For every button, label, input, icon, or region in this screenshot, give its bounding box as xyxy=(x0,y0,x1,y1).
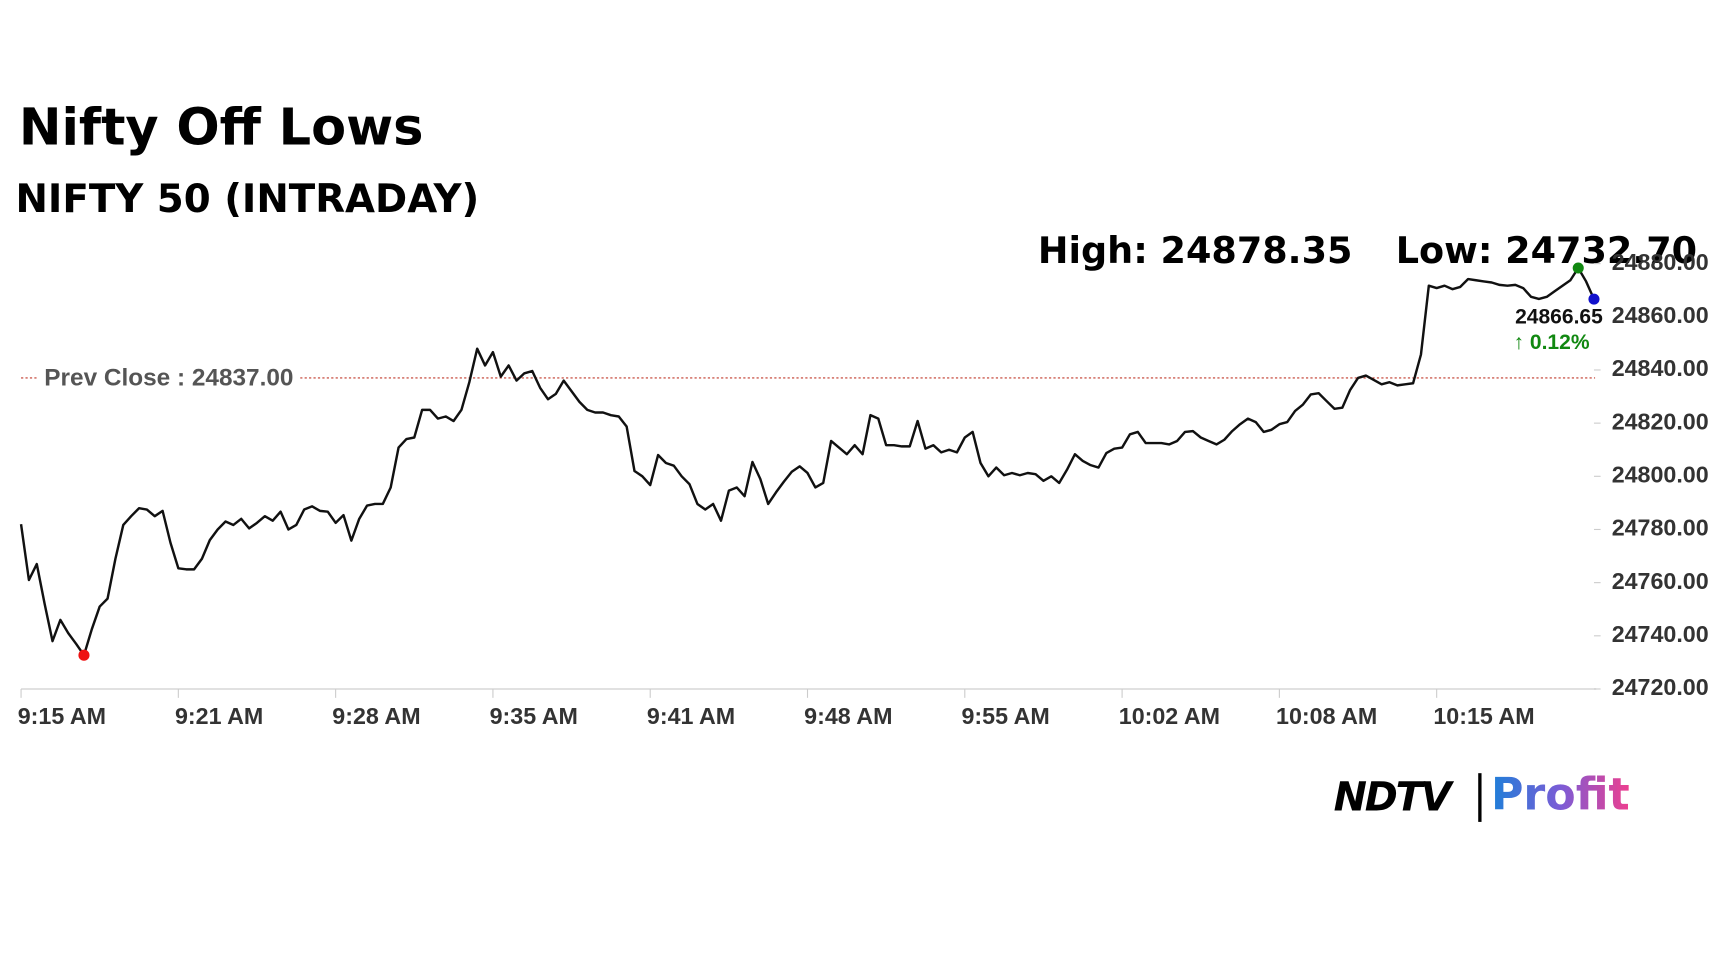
prev-close-label-bg xyxy=(37,364,301,392)
last-dot xyxy=(1588,293,1600,305)
x-tick-label: 9:15 AM xyxy=(18,703,106,729)
y-tick-label: 24780.00 xyxy=(1612,515,1709,541)
logo-ndtv: NDTV xyxy=(1334,774,1455,820)
y-tick-label: 24740.00 xyxy=(1612,621,1709,647)
high-annotation: High: 24878.35 xyxy=(1038,229,1353,272)
price-line xyxy=(19,266,1596,657)
x-tick-label: 9:41 AM xyxy=(647,703,735,729)
y-tick-label: 24840.00 xyxy=(1612,355,1709,381)
x-tick-label: 9:21 AM xyxy=(175,703,263,729)
change-label: ↑ 0.12% xyxy=(1514,331,1590,354)
logo-profit: Profit xyxy=(1491,770,1630,821)
x-tick-label: 9:28 AM xyxy=(332,703,420,729)
x-tick-label: 10:02 AM xyxy=(1119,703,1220,729)
chart-subtitle: NIFTY 50 (INTRADAY) xyxy=(16,177,480,222)
high-dot xyxy=(1572,262,1584,274)
low-dot xyxy=(78,649,90,661)
chart-title: Nifty Off Lows xyxy=(19,99,424,158)
y-tick-label: 24800.00 xyxy=(1612,461,1709,487)
low-annotation: Low: 24732.70 xyxy=(1396,229,1697,272)
prev-close-label: Prev Close : 24837.00 xyxy=(44,364,293,391)
y-tick-label: 24880.00 xyxy=(1612,249,1709,275)
x-tick-label: 9:55 AM xyxy=(961,703,1049,729)
last-value-label: 24866.65 xyxy=(1515,306,1603,329)
x-tick-label: 10:08 AM xyxy=(1276,703,1377,729)
y-tick-label: 24860.00 xyxy=(1612,302,1709,328)
plot: 9:15 AM 9:21 AM 9:28 AM 9:35 AM 9:41 AM 9:48 … xyxy=(18,249,1709,729)
y-tick-label: 24760.00 xyxy=(1612,568,1709,594)
y-tick-label: 24820.00 xyxy=(1612,408,1709,434)
x-tick-label: 9:35 AM xyxy=(490,703,578,729)
x-tick-label: 9:48 AM xyxy=(804,703,892,729)
x-tick-label: 10:15 AM xyxy=(1433,703,1534,729)
y-tick-label: 24720.00 xyxy=(1612,674,1709,700)
